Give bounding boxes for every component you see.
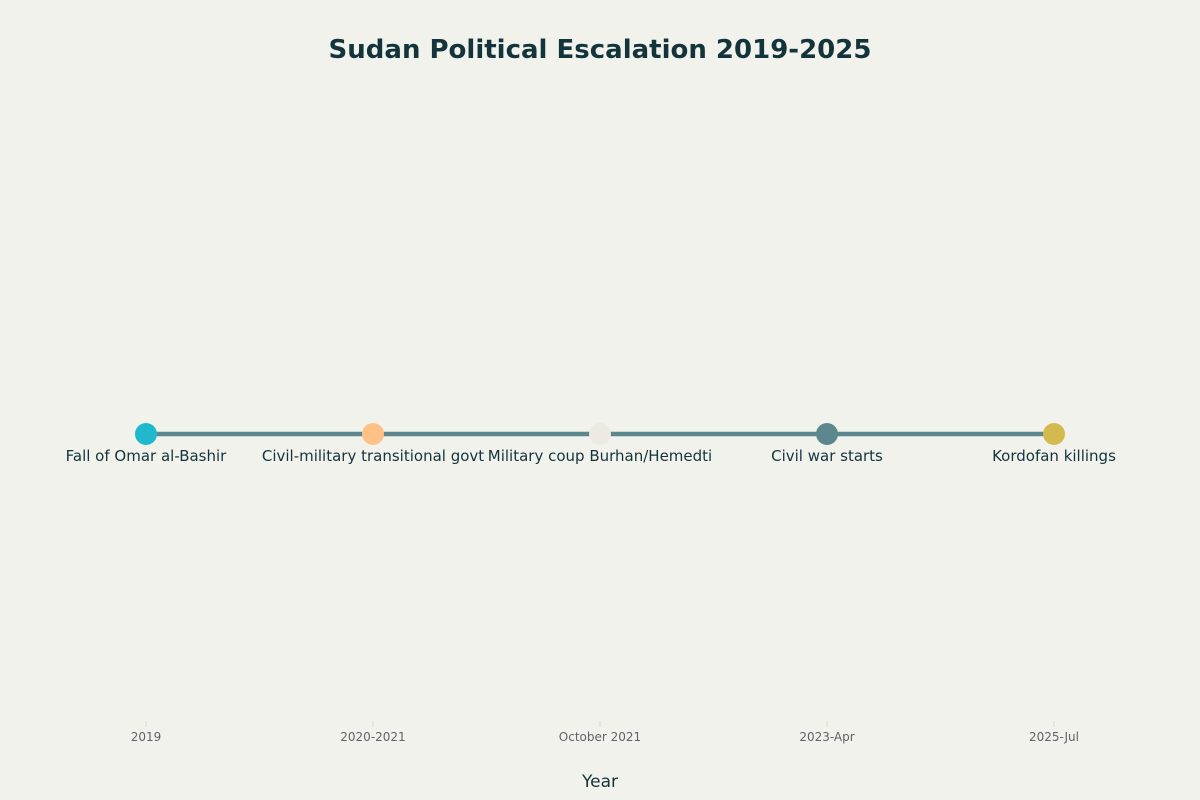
- plot-area: Fall of Omar al-Bashir Civil-military tra…: [66, 423, 1116, 465]
- chart-title: Sudan Political Escalation 2019-2025: [329, 35, 872, 65]
- x-tick-label: 2025-Jul: [1029, 730, 1079, 744]
- event-label: Military coup Burhan/Hemedti: [488, 447, 712, 465]
- x-tick-label: 2023-Apr: [799, 730, 854, 744]
- x-tick-label: 2020-2021: [340, 730, 405, 744]
- event-label: Fall of Omar al-Bashir: [66, 447, 228, 465]
- event-label: Civil war starts: [771, 447, 883, 465]
- event-marker: [1043, 423, 1065, 445]
- event-marker: [589, 423, 611, 445]
- x-tick-label: October 2021: [559, 730, 641, 744]
- event-label: Kordofan killings: [992, 447, 1116, 465]
- event-label: Civil-military transitional govt: [262, 447, 484, 465]
- event-marker: [362, 423, 384, 445]
- x-axis-title: Year: [581, 772, 618, 792]
- x-tick-label: 2019: [131, 730, 162, 744]
- x-axis: 2019 2020-2021 October 2021 2023-Apr 2025-Ju…: [131, 721, 1079, 744]
- event-marker: [816, 423, 838, 445]
- event-marker: [135, 423, 157, 445]
